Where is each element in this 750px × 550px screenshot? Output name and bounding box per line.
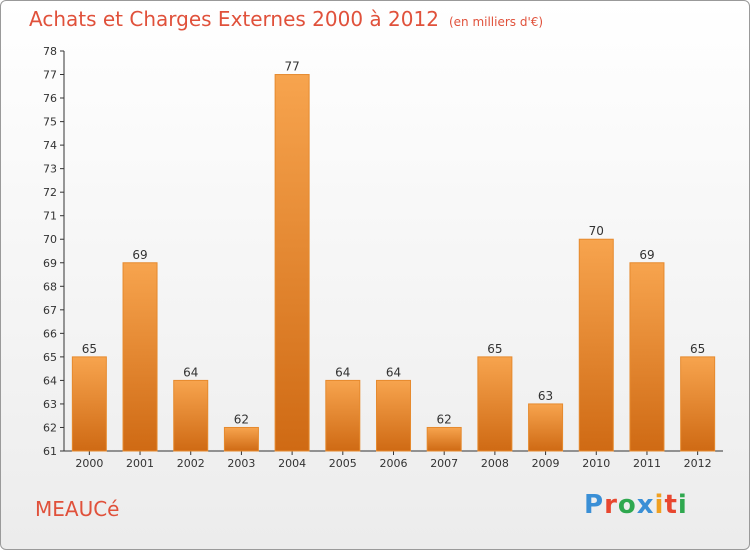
data-label-2007: 62 <box>437 412 452 426</box>
commune-name: MEAUCé <box>35 497 120 521</box>
data-label-2003: 62 <box>234 412 249 426</box>
logo-letter: i <box>677 490 688 520</box>
bar-2000 <box>71 356 107 452</box>
bar-2002 <box>173 379 209 452</box>
y-tick-label: 64 <box>43 374 57 387</box>
data-label-2012: 65 <box>690 342 705 356</box>
bar-2004 <box>274 74 310 452</box>
x-tick-label-2012: 2012 <box>684 457 712 470</box>
chart-title-text: Achats et Charges Externes 2000 à 2012 <box>29 7 439 31</box>
bar-2003 <box>223 426 259 452</box>
data-label-2006: 64 <box>386 365 401 379</box>
logo-letter: t <box>664 490 678 520</box>
bar-2010 <box>578 238 614 452</box>
x-tick-label-2003: 2003 <box>227 457 255 470</box>
data-label-2008: 65 <box>487 342 502 356</box>
logo-letter: o <box>617 490 637 520</box>
y-tick-label: 75 <box>43 116 57 129</box>
chart-bars: 65 69 64 62 77 64 64 62 65 63 70 69 65 <box>71 60 716 452</box>
logo-letter: x <box>636 490 655 520</box>
x-tick-label-2002: 2002 <box>177 457 205 470</box>
data-label-2004: 77 <box>284 60 299 74</box>
y-tick-label: 69 <box>43 257 57 270</box>
y-tick-label: 70 <box>43 233 57 246</box>
x-tick-label-2006: 2006 <box>380 457 408 470</box>
data-label-2010: 70 <box>589 224 604 238</box>
x-tick-label-2004: 2004 <box>278 457 306 470</box>
y-tick-label: 74 <box>43 139 57 152</box>
bar-2009 <box>528 403 564 452</box>
y-tick-label: 65 <box>43 351 57 364</box>
y-tick-label: 68 <box>43 280 57 293</box>
data-label-2009: 63 <box>538 389 553 403</box>
data-label-2001: 69 <box>132 248 147 262</box>
x-tick-label-2011: 2011 <box>633 457 661 470</box>
y-tick-label: 72 <box>43 186 57 199</box>
data-label-2005: 64 <box>335 365 350 379</box>
x-tick-label-2005: 2005 <box>329 457 357 470</box>
chart-subtitle: (en milliers d'€) <box>448 15 544 29</box>
bar-2005 <box>325 379 361 452</box>
y-tick-label: 63 <box>43 398 57 411</box>
y-tick-label: 61 <box>43 445 57 458</box>
y-tick-label: 71 <box>43 210 57 223</box>
x-tick-label-2010: 2010 <box>582 457 610 470</box>
logo-letter: P <box>584 490 605 520</box>
y-tick-label: 77 <box>43 69 57 82</box>
bar-2012 <box>680 356 716 452</box>
chart-title: Achats et Charges Externes 2000 à 2012 (e… <box>29 7 543 31</box>
data-label-2000: 65 <box>82 342 97 356</box>
x-tick-label-2009: 2009 <box>532 457 560 470</box>
bar-2006 <box>376 379 411 452</box>
chart-axes: 61 62 63 64 65 66 67 68 69 70 71 72 73 74 75 76 77 78 2000… <box>43 45 723 470</box>
bar-2007 <box>426 426 462 452</box>
bar-2001 <box>122 262 158 452</box>
bar-2008 <box>477 356 513 452</box>
x-tick-label-2000: 2000 <box>75 457 103 470</box>
x-tick-label-2001: 2001 <box>126 457 154 470</box>
x-tick-label-2008: 2008 <box>481 457 509 470</box>
y-tick-label: 73 <box>43 163 57 176</box>
bar-2011 <box>629 262 665 452</box>
proxiti-logo[interactable]: Proxiti <box>584 490 688 520</box>
y-tick-label: 78 <box>43 45 57 58</box>
y-tick-label: 67 <box>43 304 57 317</box>
logo-letter: r <box>604 490 618 520</box>
data-label-2011: 69 <box>639 248 654 262</box>
data-label-2002: 64 <box>183 365 198 379</box>
y-tick-label: 66 <box>43 327 57 340</box>
y-tick-label: 76 <box>43 92 57 105</box>
x-tick-label-2007: 2007 <box>430 457 458 470</box>
logo-letter: i <box>654 490 665 520</box>
y-tick-label: 62 <box>43 421 57 434</box>
